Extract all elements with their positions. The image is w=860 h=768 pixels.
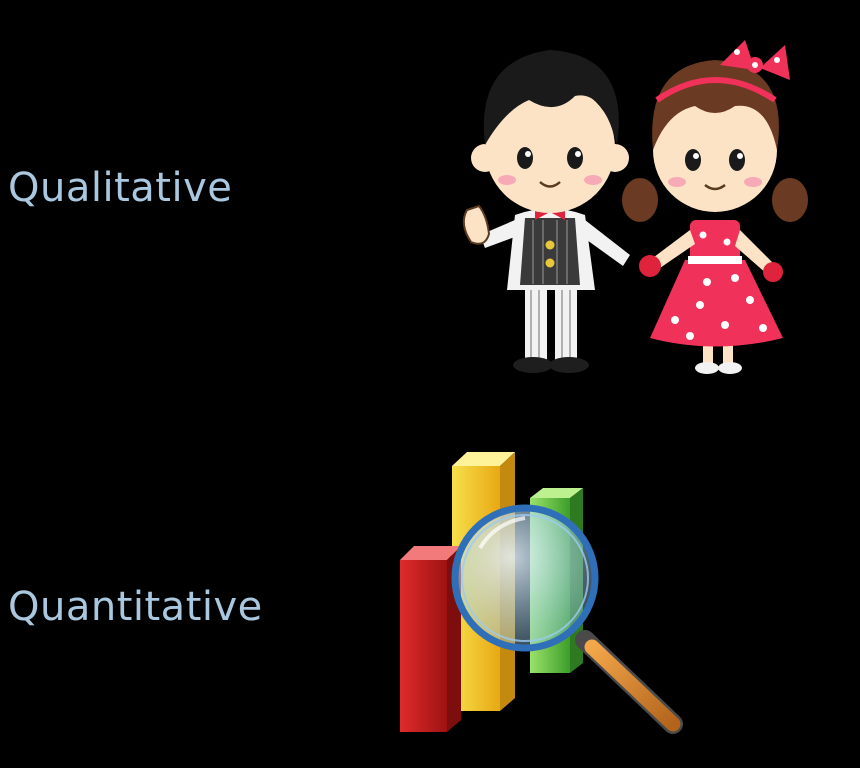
quantitative-label: Quantitative <box>8 584 263 630</box>
cartoon-boy-girl-icon <box>462 40 808 374</box>
qualitative-label: Qualitative <box>8 165 233 211</box>
bar-chart-magnifier-icon <box>400 452 683 734</box>
